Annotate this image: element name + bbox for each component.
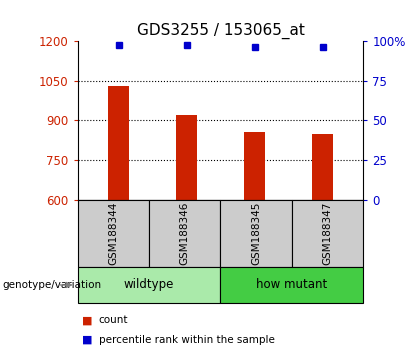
Text: genotype/variation: genotype/variation xyxy=(2,280,101,290)
Text: GSM188346: GSM188346 xyxy=(180,202,190,266)
Bar xyxy=(244,132,265,200)
Text: how mutant: how mutant xyxy=(256,279,328,291)
Text: ■: ■ xyxy=(82,335,92,345)
Bar xyxy=(176,115,197,200)
Text: GSM188344: GSM188344 xyxy=(108,202,118,266)
Title: GDS3255 / 153065_at: GDS3255 / 153065_at xyxy=(136,23,304,39)
Text: ■: ■ xyxy=(82,315,92,325)
Bar xyxy=(108,86,129,200)
Bar xyxy=(312,133,333,200)
Text: GSM188345: GSM188345 xyxy=(251,202,261,266)
Text: percentile rank within the sample: percentile rank within the sample xyxy=(99,335,275,345)
Text: wildtype: wildtype xyxy=(124,279,174,291)
Text: GSM188347: GSM188347 xyxy=(323,202,333,266)
Text: count: count xyxy=(99,315,128,325)
